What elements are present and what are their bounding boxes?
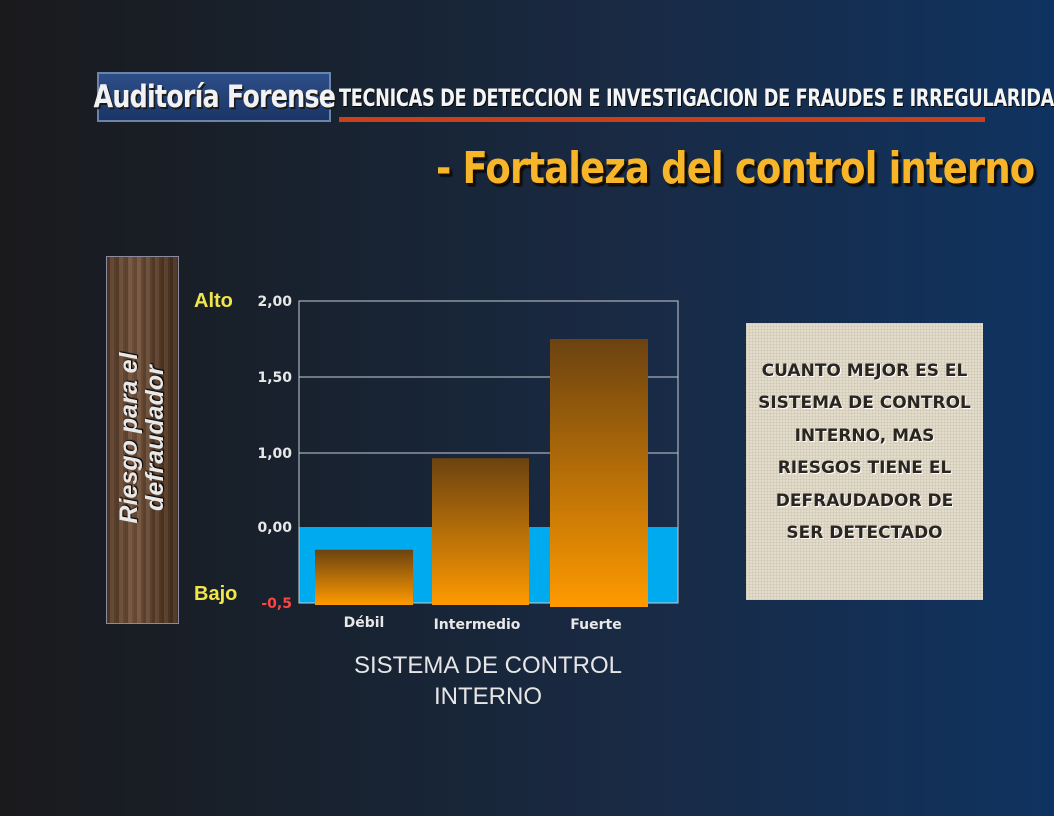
y-tick-label: 0,00 — [257, 520, 292, 536]
logo-text: Auditoría Forense — [93, 79, 335, 115]
bar-dbil — [315, 549, 413, 605]
x-tick-label: Intermedio — [434, 617, 521, 633]
bar-intermedio — [432, 458, 529, 605]
y-axis-wood-panel — [106, 256, 179, 624]
x-tick-label: Débil — [344, 615, 385, 631]
x-tick-label: Fuerte — [570, 617, 621, 633]
y-tick-label: 1,50 — [257, 370, 292, 386]
low-risk-label: Bajo — [194, 583, 238, 605]
note-text: CUANTO MEJOR ES EL SISTEMA DE CONTROL IN… — [758, 361, 971, 544]
y-tick-label: -0,5 — [261, 596, 292, 612]
y-tick-label: 2,00 — [257, 294, 292, 310]
y-tick-label: 1,00 — [257, 446, 292, 462]
note-box: CUANTO MEJOR ES EL SISTEMA DE CONTROL IN… — [746, 323, 983, 600]
auditoria-forense-logo: Auditoría Forense — [93, 72, 336, 122]
high-risk-label: Alto — [194, 290, 233, 312]
header-subtitle: TECNICAS DE DETECCION E INVESTIGACION DE… — [339, 84, 1054, 112]
page-title: - Fortaleza del control interno — [436, 143, 1035, 194]
header-subtitle-bar: TECNICAS DE DETECCION E INVESTIGACION DE… — [339, 80, 1054, 122]
chart-title: SISTEMA DE CONTROL INTERNO — [353, 652, 623, 710]
bar-fuerte — [550, 339, 648, 607]
